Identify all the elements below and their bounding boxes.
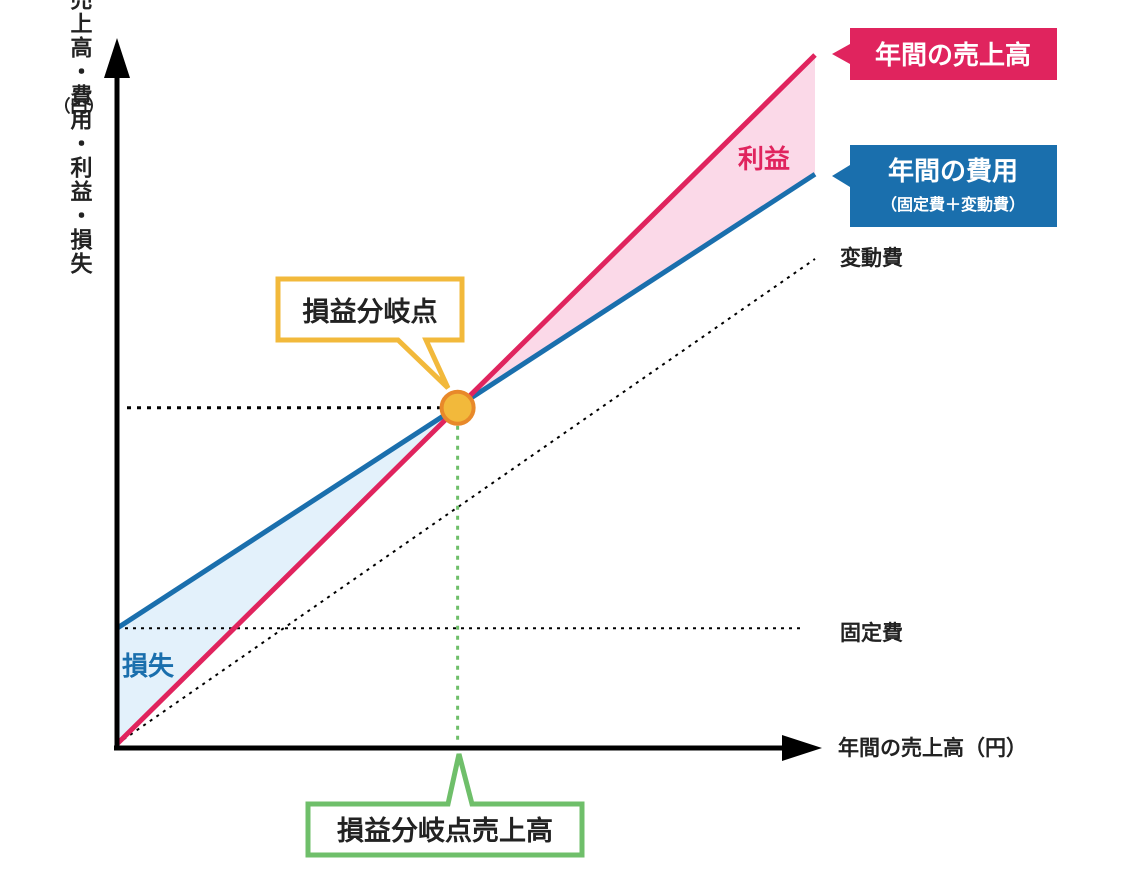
variable-cost-line: [116, 258, 816, 745]
annual-cost-tag: [832, 145, 1057, 227]
profit-label: 利益: [738, 145, 790, 175]
break-even-label: 損益分岐点: [303, 297, 438, 328]
break-even-sales-label: 損益分岐点売上高: [337, 815, 553, 847]
break-even-sales-callout: [305, 753, 585, 858]
x-axis-label: 年間の売上高（円）: [838, 736, 1027, 760]
y-axis-label: 売上高・費用・利益・損失: [67, 0, 93, 276]
loss-label: 損失: [122, 652, 175, 682]
annual-cost-tag-label: 年間の費用: [888, 156, 1018, 187]
y-axis-unit: （円）: [54, 96, 105, 117]
x-axis-arrow-icon: [782, 735, 822, 761]
fixed-cost-label: 固定費: [840, 621, 903, 645]
annual-cost-tag-sub: （固定費＋変動費）: [881, 195, 1025, 214]
variable-cost-label: 変動費: [840, 246, 903, 270]
annual-sales-tag-label: 年間の売上高: [875, 40, 1031, 71]
annual-sales-tag: [832, 28, 1057, 80]
break-even-callout: [275, 276, 465, 390]
break-even-marker: [439, 389, 476, 426]
y-axis-arrow-icon: [104, 38, 130, 78]
